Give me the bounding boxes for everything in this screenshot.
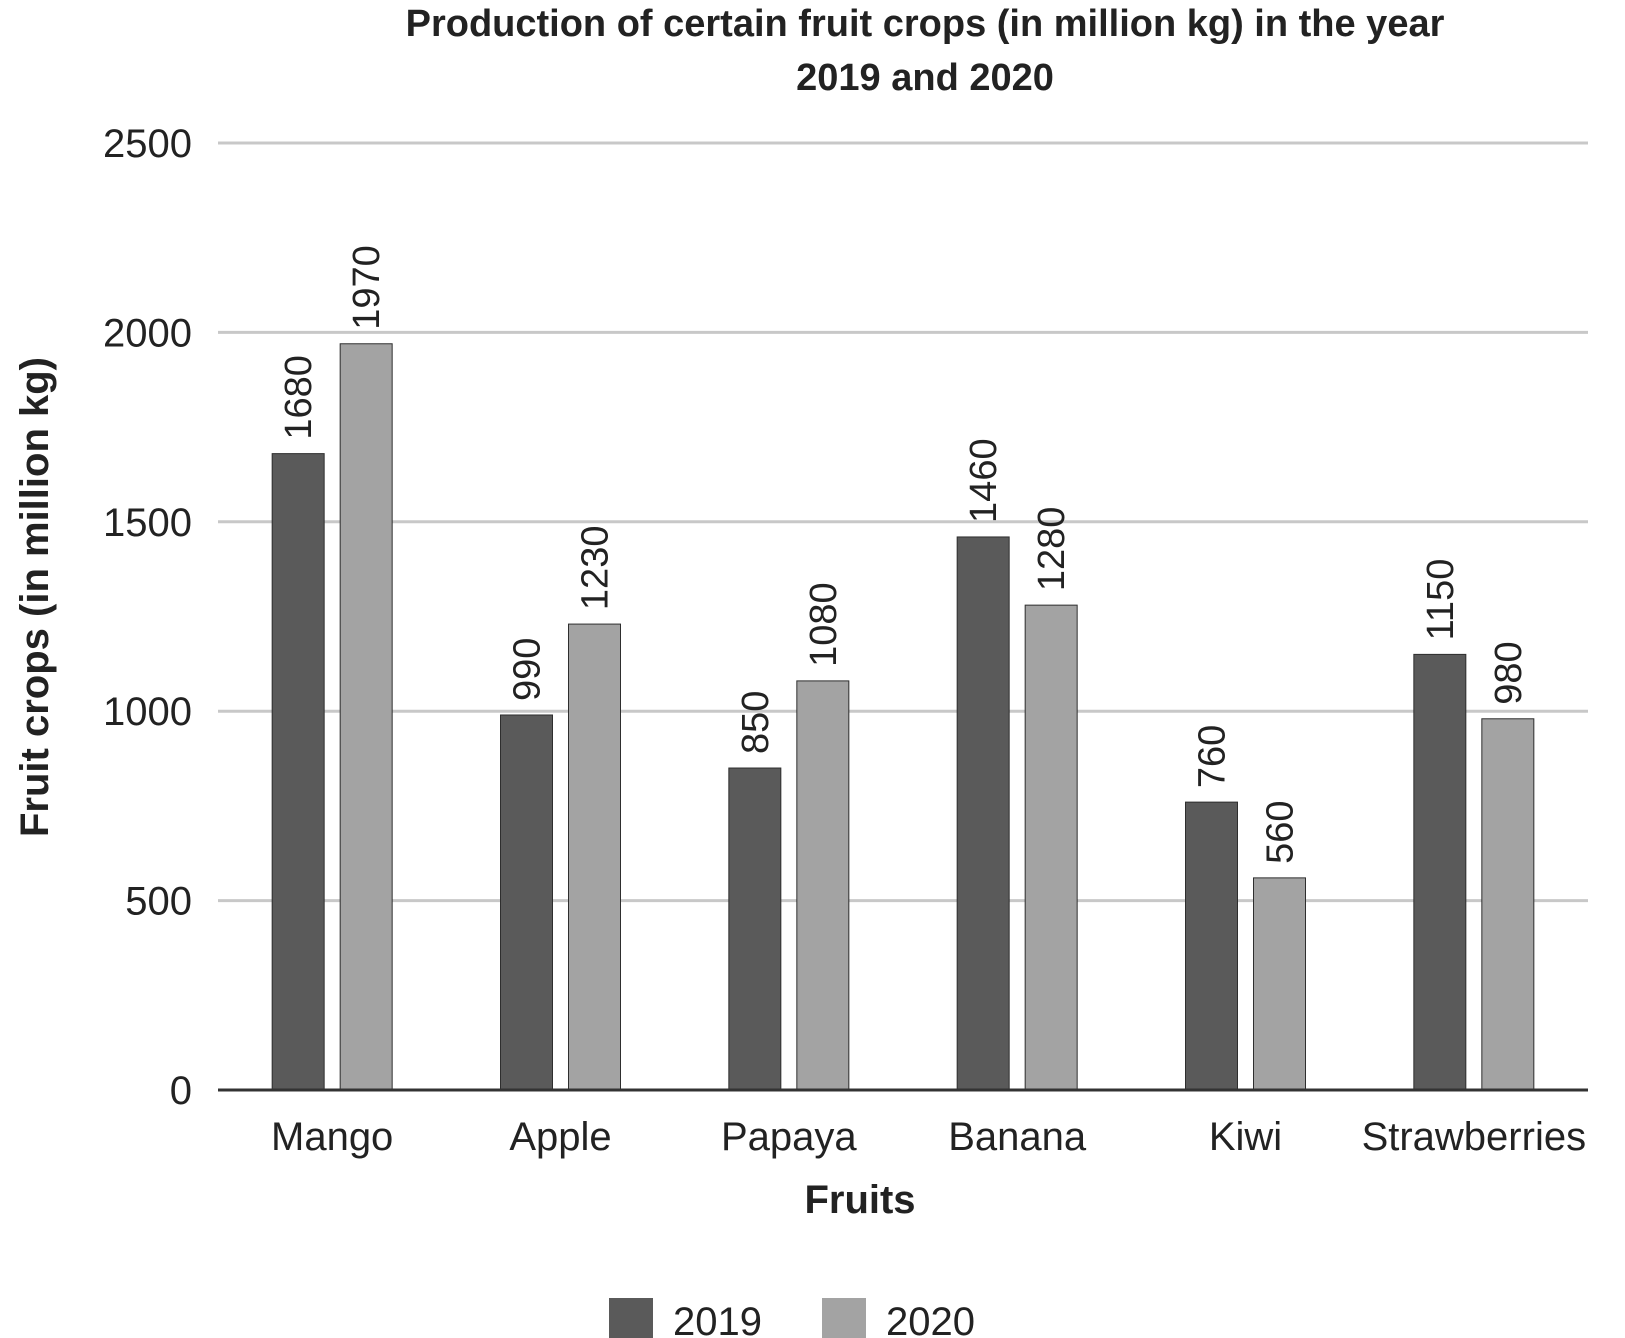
x-tick-label: Mango [271,1115,393,1159]
x-tick-label: Strawberries [1362,1115,1587,1159]
data-label-2020-papaya: 1080 [803,582,845,667]
y-tick-label: 2000 [103,311,192,355]
legend-label-2020: 2020 [886,1300,975,1338]
y-tick-label: 1000 [103,690,192,734]
data-label-2019-banana: 1460 [963,438,1005,523]
legend: 2019 2020 [609,1298,975,1338]
bar-2019-apple [500,714,553,1091]
bar-2019-strawberries [1413,653,1467,1091]
x-tick-label: Kiwi [1209,1115,1282,1159]
data-label-2019-mango: 1680 [278,355,320,440]
y-axis-tick-labels: 0 500 1000 1500 2000 2500 [103,122,192,1113]
data-label-2020-mango: 1970 [346,245,388,330]
x-tick-label: Banana [948,1115,1087,1159]
bar-2020-papaya [796,680,850,1091]
y-tick-label: 500 [125,880,192,924]
legend-label-2019: 2019 [673,1300,762,1338]
legend-swatch-2020 [822,1298,866,1338]
chart-title-line-2: 2019 and 2020 [796,57,1054,99]
data-label-2019-strawberries: 1150 [1420,559,1462,641]
bar-2019-mango [271,453,325,1091]
data-label-2020-kiwi: 560 [1260,800,1302,863]
x-tick-label: Papaya [721,1115,857,1159]
bar-2020-kiwi [1253,877,1306,1091]
x-axis-tick-labels: Mango Apple Papaya Banana Kiwi Strawberries [271,1115,1586,1159]
x-tick-label: Apple [509,1115,611,1159]
bar-2020-apple [568,623,621,1091]
legend-swatch-2019 [609,1298,653,1338]
bars [271,343,1535,1091]
bar-2019-kiwi [1185,801,1238,1091]
bar-2019-banana [956,536,1010,1091]
data-label-2019-apple: 990 [507,638,549,701]
data-label-2019-kiwi: 760 [1192,725,1234,788]
y-tick-label: 1500 [103,501,192,545]
data-label-2020-strawberries: 980 [1488,641,1530,704]
gridlines [218,141,1588,903]
bar-2019-papaya [728,767,782,1091]
data-label-2020-banana: 1280 [1031,507,1073,592]
chart-title-line-1: Production of certain fruit crops (in mi… [406,3,1445,45]
y-axis-title: Fruit crops (in million kg) [13,357,57,837]
y-tick-label: 0 [170,1069,192,1113]
y-tick-label: 2500 [103,122,192,166]
data-label-2019-papaya: 850 [735,691,777,754]
bar-2020-mango [339,343,393,1091]
data-labels: 1680 1970 990 1230 850 1080 1460 1280 760 560 1150… [278,245,1530,864]
data-label-2020-apple: 1230 [575,526,617,611]
bar-2020-strawberries [1481,718,1535,1091]
x-axis-title: Fruits [804,1178,915,1222]
bar-2020-banana [1024,604,1078,1091]
